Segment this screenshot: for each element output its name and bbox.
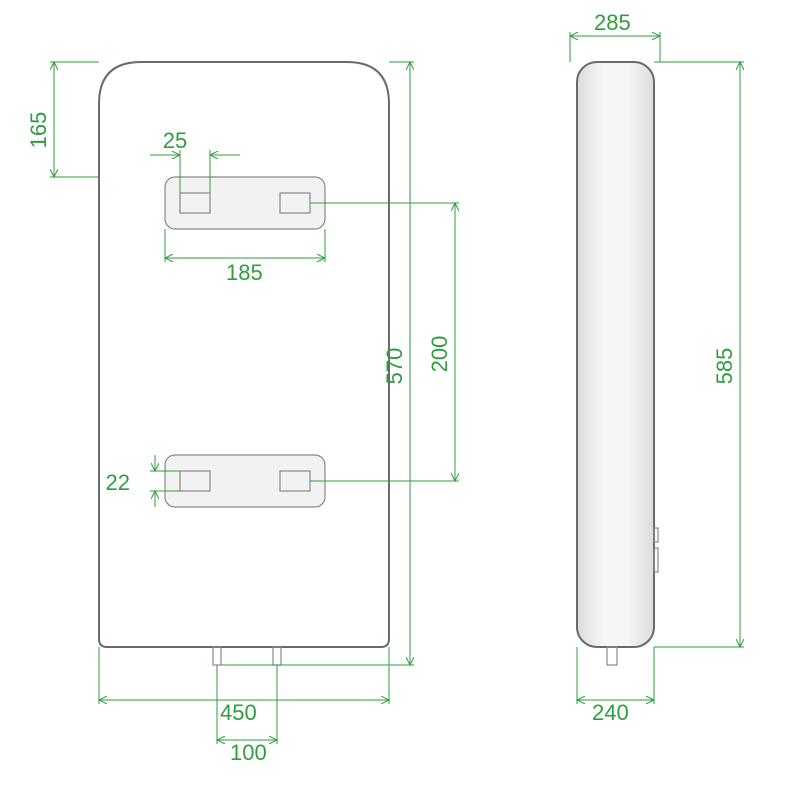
dim-165-label: 165	[26, 112, 51, 149]
side-button-2	[654, 548, 658, 572]
side-port	[607, 647, 617, 665]
front-port-right	[273, 647, 281, 665]
front-view	[99, 62, 389, 665]
side-button-1	[654, 528, 658, 542]
dim-240-label: 240	[592, 700, 629, 725]
dim-185: 185	[165, 229, 325, 285]
dim-285: 285	[570, 10, 660, 62]
mount-bracket-top	[165, 177, 325, 229]
dim-450-label: 450	[220, 700, 257, 725]
dim-100-label: 100	[230, 740, 267, 765]
mount-bracket-bottom	[165, 455, 325, 507]
side-outline	[577, 62, 654, 647]
dim-165: 165	[26, 62, 99, 177]
dim-570-label: 570	[382, 348, 407, 385]
dim-240: 240	[577, 647, 654, 725]
dim-450: 450	[99, 647, 389, 725]
dim-185-label: 185	[226, 260, 263, 285]
dim-200: 200	[310, 203, 459, 481]
dim-585: 585	[654, 62, 744, 647]
front-outline	[99, 62, 389, 647]
dim-200-label: 200	[427, 336, 452, 373]
dim-570: 570	[221, 62, 414, 665]
dim-585-label: 585	[712, 348, 737, 385]
dim-285-label: 285	[594, 10, 631, 35]
dim-22-label: 22	[106, 470, 130, 495]
technical-drawing: 165 25 185 200 570	[0, 0, 800, 800]
dim-25-label: 25	[163, 128, 187, 153]
side-view	[577, 62, 658, 665]
front-port-left	[213, 647, 221, 665]
